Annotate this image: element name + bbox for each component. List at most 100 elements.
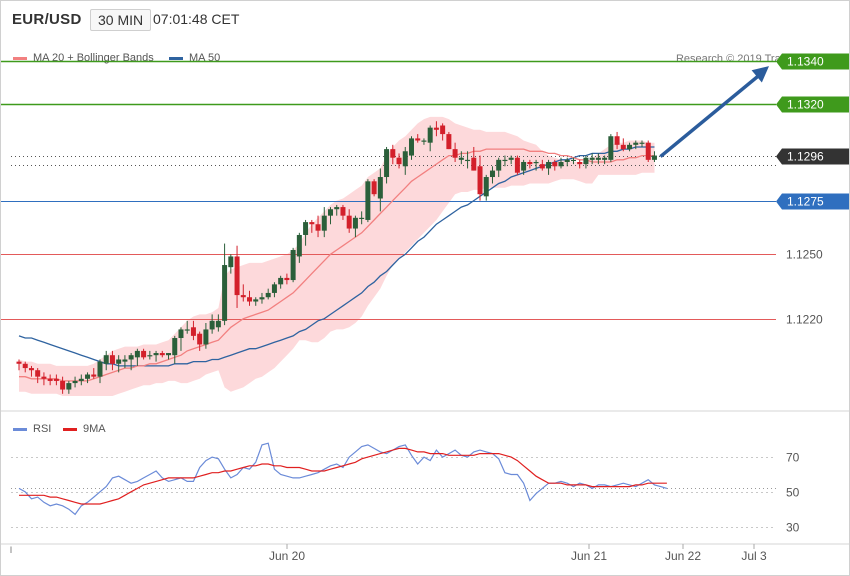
candle-body bbox=[103, 355, 109, 364]
candle-body bbox=[440, 125, 446, 135]
candle-body bbox=[427, 127, 433, 143]
candle-body bbox=[546, 161, 552, 169]
symbol-label: EUR/USD bbox=[12, 11, 82, 28]
candle-body bbox=[53, 378, 59, 381]
candle-body bbox=[284, 277, 290, 281]
candle-body bbox=[16, 361, 22, 364]
candle-body bbox=[228, 256, 234, 268]
candle-body bbox=[234, 256, 240, 296]
candle-body bbox=[359, 217, 365, 220]
candle-body bbox=[651, 155, 657, 160]
candle-body bbox=[153, 353, 159, 356]
candle-body bbox=[583, 157, 589, 165]
timeframe-button[interactable]: 30 MIN bbox=[90, 9, 152, 31]
candle-body bbox=[633, 142, 639, 145]
candle-body bbox=[203, 329, 209, 345]
x-tick-label: Jul 3 bbox=[741, 549, 767, 563]
candle-body bbox=[521, 161, 527, 171]
level-tag-1.1275 bbox=[776, 193, 849, 210]
rsi-tick-70: 70 bbox=[786, 451, 800, 465]
candle-body bbox=[577, 161, 583, 165]
rsi-tick-50: 50 bbox=[786, 486, 800, 500]
candle-body bbox=[589, 157, 595, 160]
candle-body bbox=[134, 350, 140, 358]
candle-body bbox=[496, 159, 502, 171]
bollinger-band-area bbox=[19, 116, 655, 397]
candle-body bbox=[552, 161, 558, 167]
chart-header: EUR/USD 30 MIN 07:01:48 CET bbox=[1, 1, 849, 39]
candle-body bbox=[384, 149, 390, 178]
candle-body bbox=[415, 138, 421, 141]
candle-body bbox=[85, 374, 91, 379]
candle-body bbox=[247, 297, 253, 302]
candle-body bbox=[627, 144, 633, 150]
candle-body bbox=[352, 217, 358, 229]
candle-body bbox=[41, 376, 47, 379]
candle-body bbox=[116, 359, 122, 364]
candle-body bbox=[558, 161, 564, 167]
candle-body bbox=[564, 159, 570, 162]
ma20-line bbox=[19, 148, 655, 382]
candle-body bbox=[489, 170, 495, 178]
candle-body bbox=[377, 177, 383, 199]
candle-body bbox=[371, 181, 377, 195]
time-label: 07:01:48 CET bbox=[153, 11, 240, 27]
candle-body bbox=[340, 207, 346, 216]
candle-body bbox=[271, 284, 277, 293]
candle-body bbox=[109, 355, 115, 364]
candle-body bbox=[602, 157, 608, 160]
candle-body bbox=[178, 329, 184, 339]
candle-body bbox=[290, 250, 296, 281]
candle-body bbox=[22, 363, 28, 369]
candle-body bbox=[259, 297, 265, 300]
candle-body bbox=[47, 378, 53, 381]
x-tick-label: Jun 22 bbox=[665, 549, 701, 563]
bollinger-swatch bbox=[13, 56, 27, 60]
level-label-1.1250: 1.1250 bbox=[786, 248, 823, 262]
level-tag-1.1296 bbox=[776, 148, 849, 165]
candle-body bbox=[483, 177, 489, 197]
candle-body bbox=[91, 374, 97, 377]
candle-body bbox=[328, 209, 333, 216]
candle-body bbox=[184, 329, 190, 331]
legend-rsi: RSI bbox=[13, 423, 51, 435]
candle-body bbox=[28, 368, 34, 371]
candle-body bbox=[97, 361, 103, 377]
level-tag-1.1320 bbox=[776, 96, 849, 113]
rsi-swatch bbox=[13, 427, 27, 431]
rsi-line bbox=[18, 442, 668, 516]
candle-body bbox=[396, 157, 402, 165]
candle-body bbox=[60, 380, 66, 390]
candle-body bbox=[141, 350, 147, 358]
candle-body bbox=[539, 164, 545, 169]
level-label-1.1220: 1.1220 bbox=[786, 313, 823, 327]
candle-body bbox=[303, 222, 309, 235]
level-label-1.1340: 1.1340 bbox=[787, 55, 824, 69]
level-label-1.1320: 1.1320 bbox=[787, 98, 824, 112]
legend-rsi-label: RSI bbox=[33, 423, 52, 435]
candle-body bbox=[66, 383, 72, 390]
candle-body bbox=[222, 265, 228, 321]
candle-body bbox=[172, 338, 178, 356]
candle-body bbox=[334, 207, 340, 210]
candle-body bbox=[639, 142, 645, 144]
candle-body bbox=[209, 320, 215, 330]
candle-body bbox=[35, 370, 41, 377]
candle-body bbox=[433, 127, 439, 130]
candle-body bbox=[608, 136, 614, 160]
candle-body bbox=[402, 151, 408, 167]
candle-body bbox=[620, 144, 626, 150]
candle-body bbox=[72, 380, 78, 384]
candle-body bbox=[321, 215, 327, 231]
candle-body bbox=[408, 138, 414, 156]
candle-body bbox=[147, 355, 153, 357]
x-tick-label: Jun 21 bbox=[571, 549, 607, 563]
rsi-ma-swatch bbox=[63, 427, 77, 431]
candle-body bbox=[465, 159, 471, 162]
candle-body bbox=[471, 157, 477, 171]
candle-body bbox=[514, 157, 520, 173]
legend-rsi-ma: 9MA bbox=[63, 423, 106, 435]
candle-body bbox=[508, 157, 514, 160]
